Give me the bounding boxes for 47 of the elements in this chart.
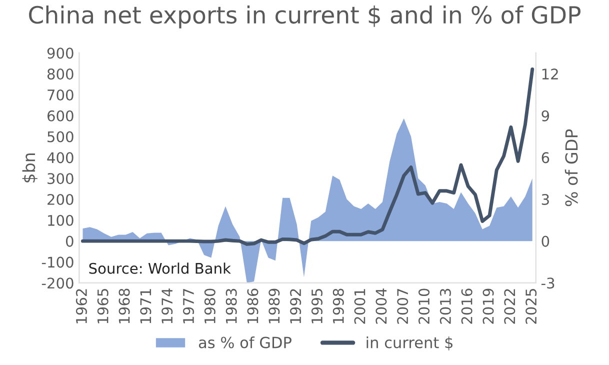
- x-tick-label: 1986: [247, 288, 258, 324]
- y2-tick-label: 6: [542, 152, 550, 164]
- x-tick-label: 1992: [290, 289, 302, 324]
- x-tick-label: 2025: [526, 289, 537, 324]
- x-tick-label: 2007: [397, 288, 408, 324]
- y-tick-label: 100: [48, 214, 74, 226]
- x-tick-label: 2010: [418, 288, 430, 324]
- x-tick-label: 2013: [440, 288, 451, 324]
- y-tick-label: -100: [42, 256, 74, 268]
- x-tick-label: 1995: [311, 289, 322, 324]
- y2-tick-label: 0: [542, 236, 550, 247]
- x-tick-label: 2022: [504, 289, 516, 324]
- y-tick-label: 300: [48, 173, 74, 184]
- y-tick-label: 900: [47, 48, 74, 59]
- y2-axis-title: % of GDP: [564, 129, 578, 206]
- x-tick-label: 1980: [204, 288, 216, 324]
- x-tick-label: 1965: [97, 289, 108, 324]
- y-tick-label: -200: [42, 278, 74, 289]
- y-tick-label: 700: [48, 89, 74, 100]
- y2-tick-label: -3: [541, 278, 554, 289]
- y-tick-label: 600: [47, 110, 74, 122]
- x-tick-label: 2016: [461, 288, 472, 324]
- x-tick-label: 2004: [376, 288, 387, 324]
- x-tick-label: 1971: [140, 289, 152, 324]
- x-tick-label: 1983: [226, 288, 237, 324]
- y-tick-label: 400: [47, 152, 74, 164]
- y-tick-label: 0: [66, 236, 74, 247]
- y-tick-label: 800: [47, 68, 74, 80]
- x-tick-label: 1962: [76, 289, 87, 324]
- chart-title: China net exports in current $ and in % of GDP: [29, 5, 580, 28]
- x-tick-label: 2019: [482, 288, 494, 324]
- annotation: Source: World Bank: [89, 262, 231, 274]
- x-tick-label: 1977: [182, 288, 194, 324]
- x-tick-label: 1998: [332, 288, 344, 324]
- x-tick-label: 1974: [162, 288, 173, 324]
- y-tick-label: 200: [48, 194, 74, 206]
- x-tick-label: 2001: [354, 289, 366, 324]
- y-axis-title: $bn: [22, 153, 38, 182]
- x-tick-label: 1968: [118, 288, 130, 324]
- y2-tick-label: 12: [542, 68, 558, 80]
- y2-tick-label: 3: [542, 194, 549, 206]
- x-tick-label: 1989: [268, 288, 280, 324]
- legend-label: in current $: [366, 336, 452, 350]
- y-tick-label: 500: [48, 131, 74, 142]
- line-series: [81, 67, 534, 246]
- y2-tick-label: 9: [542, 110, 550, 122]
- legend-label: as % of GDP: [198, 336, 292, 348]
